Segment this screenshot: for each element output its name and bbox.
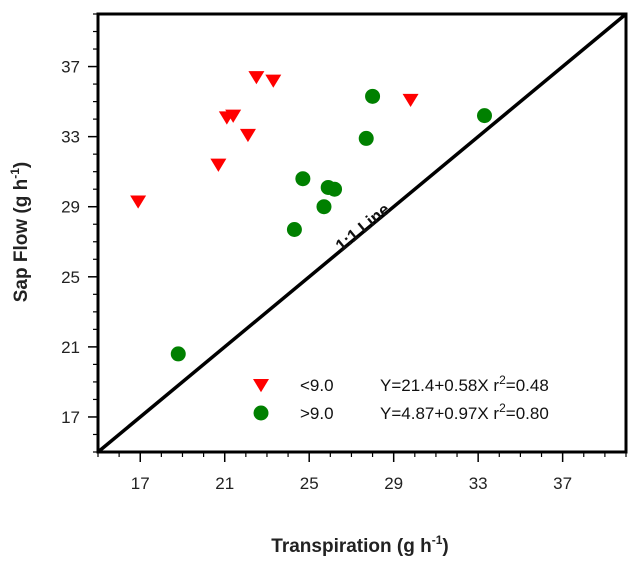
legend-equation: Y=21.4+0.58X r2=0.48 (380, 373, 549, 395)
data-point-below-9 (225, 109, 242, 123)
y-tick-label: 17 (61, 408, 80, 427)
data-point-below-9 (265, 74, 282, 88)
y-tick-label: 25 (61, 268, 80, 287)
data-point-below-9 (210, 158, 227, 172)
y-tick-label: 33 (61, 128, 80, 147)
x-axis-title: Transpiration (g h-1) (271, 533, 448, 557)
legend-label: <9.0 (300, 376, 334, 395)
legend-equation: Y=4.87+0.97X r2=0.80 (380, 401, 549, 423)
data-point-below-9 (239, 128, 256, 143)
data-point-above-9 (295, 171, 311, 187)
y-tick-label: 29 (61, 198, 80, 217)
x-tick-label: 21 (215, 474, 234, 493)
x-tick-label: 29 (384, 474, 403, 493)
data-point-above-9 (286, 221, 302, 237)
data-point-above-9 (476, 108, 492, 124)
data-point-above-9 (327, 181, 343, 197)
x-tick-label: 25 (300, 474, 319, 493)
one-to-one-line (96, 12, 628, 454)
data-point-above-9 (170, 346, 186, 362)
x-tick-label: 37 (553, 474, 572, 493)
x-tick-label: 17 (131, 474, 150, 493)
one-to-one-line-label: 1:1 Line (332, 200, 394, 256)
legend: <9.0 Y=21.4+0.58X r2=0.48 >9.0 Y=4.87+0.97X… (253, 373, 549, 423)
y-axis-title: Sap Flow (g h-1) (8, 162, 32, 303)
data-point-below-9 (402, 93, 419, 108)
data-point-above-9 (316, 199, 332, 215)
y-tick-label: 37 (61, 58, 80, 77)
legend-marker (253, 405, 269, 421)
data-point-below-9 (248, 71, 265, 85)
data-point-above-9 (365, 88, 381, 104)
data-point-above-9 (358, 130, 374, 146)
legend-label: >9.0 (300, 404, 334, 423)
axes: 17 21 25 29 33 37 17 21 25 29 33 37 (61, 12, 628, 493)
y-tick-label: 21 (61, 338, 80, 357)
x-tick-label: 33 (469, 474, 488, 493)
legend-marker (253, 379, 269, 393)
data-point-below-9 (130, 195, 147, 209)
plot-frame (96, 12, 628, 454)
